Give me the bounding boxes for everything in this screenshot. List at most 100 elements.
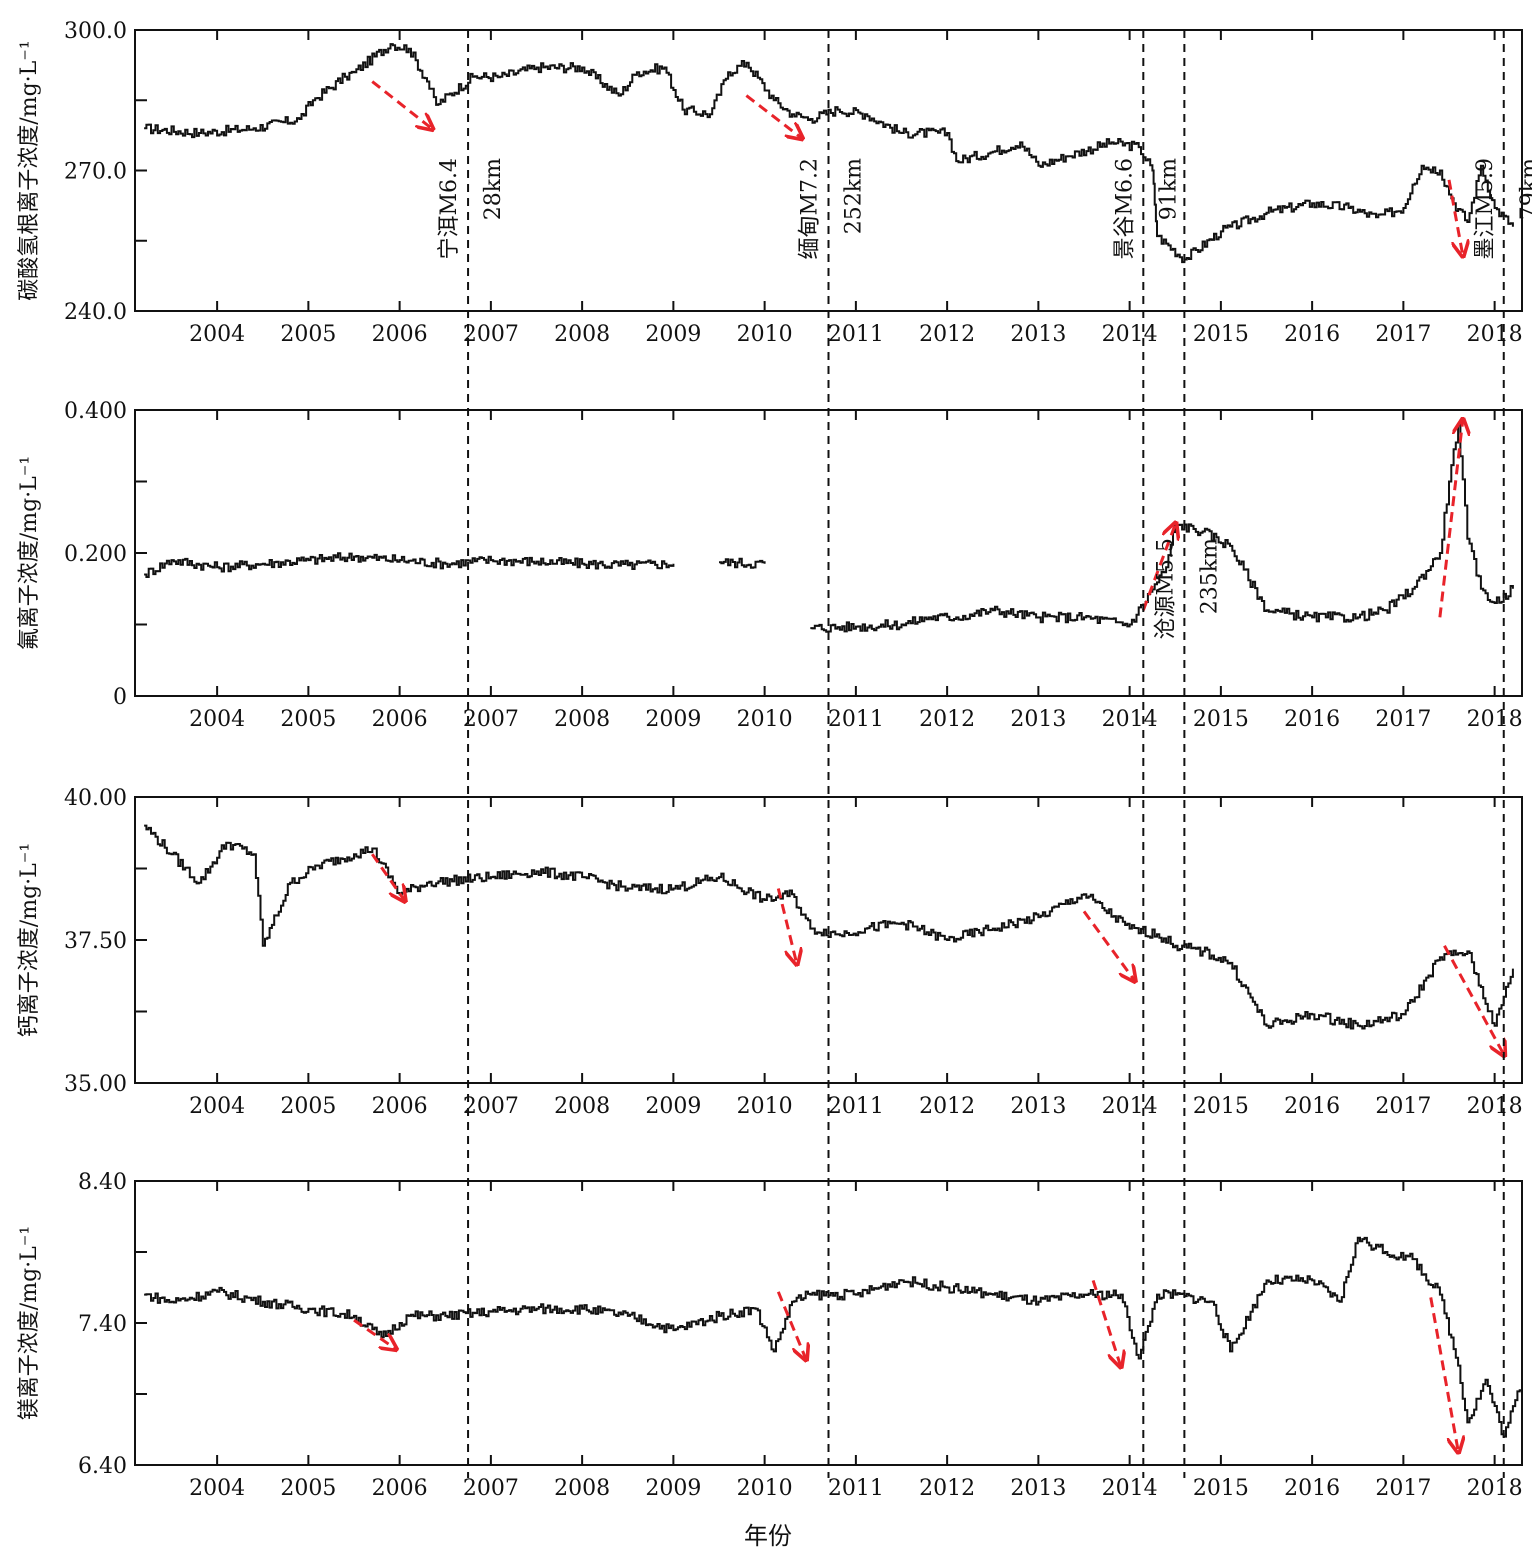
x-tick-label: 2018 <box>1467 322 1523 347</box>
y-tick-label: 37.50 <box>64 929 127 954</box>
x-tick-label: 2014 <box>1102 1094 1158 1119</box>
event-label: 墨江M5.9 <box>1473 158 1498 260</box>
y-tick-label: 6.40 <box>78 1454 127 1479</box>
trend-arrow <box>371 853 404 900</box>
x-tick-label: 2010 <box>737 322 793 347</box>
x-tick-label: 2016 <box>1284 1476 1340 1501</box>
event-label: 缅甸M7.2 <box>798 158 823 260</box>
x-tick-label: 2010 <box>737 1094 793 1119</box>
data-series-line <box>144 43 1514 264</box>
x-tick-label: 2008 <box>554 1476 610 1501</box>
trend-arrow <box>1429 1297 1458 1450</box>
x-tick-label: 2013 <box>1010 322 1066 347</box>
trend-arrow <box>776 1291 805 1359</box>
y-tick-label: 300.0 <box>64 19 127 44</box>
trend-arrow <box>1447 179 1463 255</box>
x-tick-label: 2006 <box>372 707 428 732</box>
x-tick-label: 2012 <box>919 1094 975 1119</box>
x-tick-label: 2007 <box>463 707 519 732</box>
x-tick-label: 2018 <box>1467 1094 1523 1119</box>
x-tick-label: 2017 <box>1375 1476 1431 1501</box>
x-tick-label: 2012 <box>919 707 975 732</box>
x-tick-label: 2004 <box>189 322 245 347</box>
y-axis-label: 氟离子浓度/mg·L⁻¹ <box>17 456 42 650</box>
chart-panel-3: 2004 2005 2006 2007 2008 2009 2010 2011 2012 2013… <box>17 786 1523 1119</box>
x-tick-label: 2013 <box>1010 1476 1066 1501</box>
data-series-line <box>144 1236 1523 1438</box>
x-tick-label: 2011 <box>828 707 884 732</box>
x-tick-label: 2013 <box>1010 707 1066 732</box>
event-label: 宁洱M6.4 <box>437 158 462 260</box>
x-tick-label: 2013 <box>1010 1094 1066 1119</box>
y-tick-label: 0.200 <box>64 542 127 567</box>
data-series-line <box>144 824 1514 1030</box>
x-tick-label: 2011 <box>828 1094 884 1119</box>
y-tick-label: 0.400 <box>64 399 127 424</box>
y-tick-label: 240.0 <box>64 300 127 325</box>
x-tick-label: 2015 <box>1193 707 1249 732</box>
trend-arrow <box>371 80 431 129</box>
x-tick-label: 2005 <box>280 1094 336 1119</box>
trend-arrow <box>1438 421 1463 618</box>
x-tick-label: 2007 <box>463 1476 519 1501</box>
chart-panel-4: 2004 2005 2006 2007 2008 2009 2010 2011 2012 2013… <box>17 1170 1523 1501</box>
event-label: 沧源M5.5 <box>1153 538 1178 640</box>
x-tick-label: 2012 <box>919 322 975 347</box>
x-tick-label: 2011 <box>828 322 884 347</box>
x-tick-label: 2014 <box>1102 322 1158 347</box>
x-tick-label: 2011 <box>828 1476 884 1501</box>
x-tick-label: 2015 <box>1193 1476 1249 1501</box>
y-tick-label: 0 <box>113 685 127 710</box>
event-distance: 252km <box>842 158 867 234</box>
y-axis-label: 钙离子浓度/mg·L⁻¹ <box>17 843 42 1037</box>
x-tick-label: 2007 <box>463 322 519 347</box>
x-tick-label: 2017 <box>1375 1094 1431 1119</box>
x-tick-label: 2017 <box>1375 707 1431 732</box>
event-lines <box>467 30 1505 1478</box>
x-tick-label: 2004 <box>189 1094 245 1119</box>
y-axis-label: 碳酸氢根离子浓度/mg·L⁻¹ <box>17 40 42 300</box>
trend-arrow <box>776 888 796 963</box>
x-tick-label: 2012 <box>919 1476 975 1501</box>
event-label: 景谷M6.6 <box>1112 158 1137 260</box>
event-distance: 235km <box>1197 538 1222 614</box>
x-tick-label: 2016 <box>1284 1094 1340 1119</box>
x-tick-label: 2009 <box>645 1476 701 1501</box>
x-tick-label: 2016 <box>1284 707 1340 732</box>
x-tick-label: 2004 <box>189 1476 245 1501</box>
trend-arrow <box>1443 945 1503 1055</box>
x-tick-label: 2007 <box>463 1094 519 1119</box>
x-tick-label: 2014 <box>1102 707 1158 732</box>
x-axis-label: 年份 <box>744 1522 792 1550</box>
data-series-line <box>144 423 1514 633</box>
event-distance: 79km <box>1517 158 1532 220</box>
x-tick-label: 2006 <box>372 1476 428 1501</box>
x-tick-label: 2008 <box>554 707 610 732</box>
x-tick-label: 2014 <box>1102 1476 1158 1501</box>
x-tick-label: 2010 <box>737 1476 793 1501</box>
y-tick-label: 8.40 <box>78 1170 127 1195</box>
panels: 2004 2005 2006 2007 2008 2009 2010 2011 2012 2013… <box>17 19 1532 1501</box>
x-tick-label: 2004 <box>189 707 245 732</box>
y-tick-label: 35.00 <box>64 1072 127 1097</box>
x-tick-label: 2006 <box>372 322 428 347</box>
x-tick-label: 2005 <box>280 322 336 347</box>
event-distance: 28km <box>481 158 506 220</box>
y-tick-label: 7.40 <box>78 1312 127 1337</box>
x-tick-label: 2018 <box>1467 1476 1523 1501</box>
x-tick-label: 2005 <box>280 1476 336 1501</box>
y-axis-label: 镁离子浓度/mg·L⁻¹ <box>17 1226 42 1420</box>
x-tick-label: 2008 <box>554 1094 610 1119</box>
x-tick-label: 2015 <box>1193 322 1249 347</box>
x-tick-label: 2015 <box>1193 1094 1249 1119</box>
x-tick-label: 2009 <box>645 1094 701 1119</box>
y-tick-label: 40.00 <box>64 786 127 811</box>
x-tick-label: 2006 <box>372 1094 428 1119</box>
event-distance: 91km <box>1156 158 1181 220</box>
chart-panel-1: 2004 2005 2006 2007 2008 2009 2010 2011 2012 2013… <box>17 19 1532 347</box>
trend-arrow <box>1082 910 1134 980</box>
x-tick-label: 2018 <box>1467 707 1523 732</box>
x-tick-label: 2016 <box>1284 322 1340 347</box>
x-tick-label: 2008 <box>554 322 610 347</box>
